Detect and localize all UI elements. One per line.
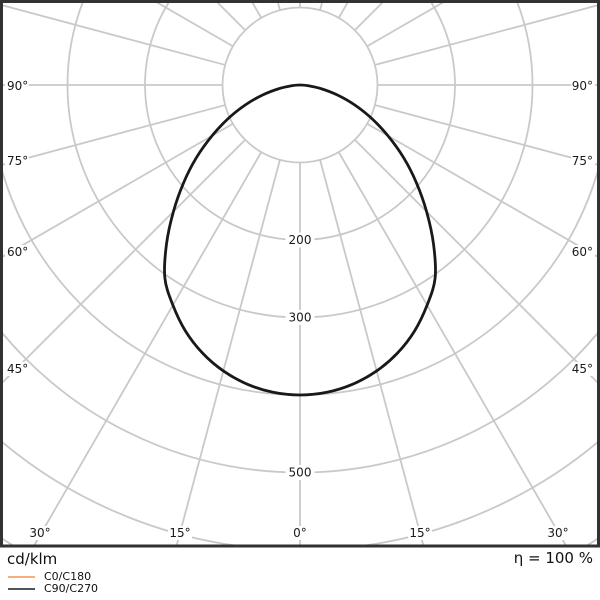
- angle-label-box: [5, 79, 29, 93]
- angle-label: 75°: [572, 154, 593, 168]
- grid-ray-15: [319, 159, 425, 545]
- grid-ray-60: [3, 122, 234, 258]
- angle-label-box: [5, 362, 29, 376]
- ring-label-box: [285, 465, 315, 480]
- angle-label: 45°: [7, 362, 28, 376]
- ring-label-box: [285, 232, 315, 248]
- angle-label-box: [571, 79, 595, 93]
- ring-label: 500: [289, 466, 312, 480]
- polar-chart: 200 300 500 90° 75° 60° 45° 90° 75° 60° 45° 30° 15° 0…: [0, 0, 600, 548]
- angle-label: 60°: [7, 245, 28, 259]
- angle-label: 75°: [7, 154, 28, 168]
- angle-label-box: [571, 362, 595, 376]
- grid-ray-105: [3, 4, 226, 66]
- angle-label: 90°: [572, 79, 593, 93]
- grid-ray-45: [354, 139, 597, 384]
- angle-label-box: [291, 526, 309, 540]
- intensity-curve-c90-c270: [163, 83, 437, 397]
- grid-ray-30: [337, 151, 567, 545]
- angle-label-box: [168, 526, 192, 540]
- intensity-curves: [163, 83, 437, 397]
- grid-ray-60: [366, 122, 597, 258]
- grid-ray-105: [374, 4, 597, 66]
- efficiency-label: η = 100 %: [513, 549, 593, 567]
- angle-label: 45°: [572, 362, 593, 376]
- plot-border: [0, 0, 600, 548]
- angle-label: 90°: [7, 79, 28, 93]
- c90-c270-line-swatch: [8, 587, 35, 590]
- angle-label-box: [28, 526, 52, 540]
- angle-label: 30°: [547, 526, 568, 540]
- ring-label-box: [285, 310, 315, 325]
- angle-label-box: [5, 245, 29, 259]
- angle-label: 15°: [409, 526, 430, 540]
- grid-ray-45: [3, 139, 246, 384]
- angle-label: 60°: [572, 245, 593, 259]
- c0-c180-line-swatch: [8, 575, 35, 578]
- ring-label: 200: [289, 233, 312, 247]
- legend-item-c90-c270: C90/C270: [8, 583, 98, 594]
- grid-ray-15: [175, 159, 281, 545]
- ring-label: 300: [289, 311, 312, 325]
- angle-label: 0°: [293, 526, 307, 540]
- angle-label-box: [546, 526, 570, 540]
- angle-label-box: [571, 245, 595, 259]
- grid-ray-30: [33, 151, 263, 545]
- angle-label-box: [5, 154, 29, 168]
- legend-label: C90/C270: [44, 582, 99, 595]
- units-label: cd/klm: [7, 550, 58, 568]
- angle-label: 30°: [29, 526, 50, 540]
- polar-chart-svg: 200 300 500 90° 75° 60° 45° 90° 75° 60° 45° 30° 15° 0…: [0, 0, 600, 548]
- angle-label-box: [408, 526, 432, 540]
- legend-item-c0-c180: C0/C180: [8, 571, 98, 582]
- legend: C0/C180 C90/C270: [8, 571, 98, 595]
- angle-label-box: [571, 154, 595, 168]
- angle-label: 15°: [169, 526, 190, 540]
- legend-label: C0/C180: [44, 570, 92, 583]
